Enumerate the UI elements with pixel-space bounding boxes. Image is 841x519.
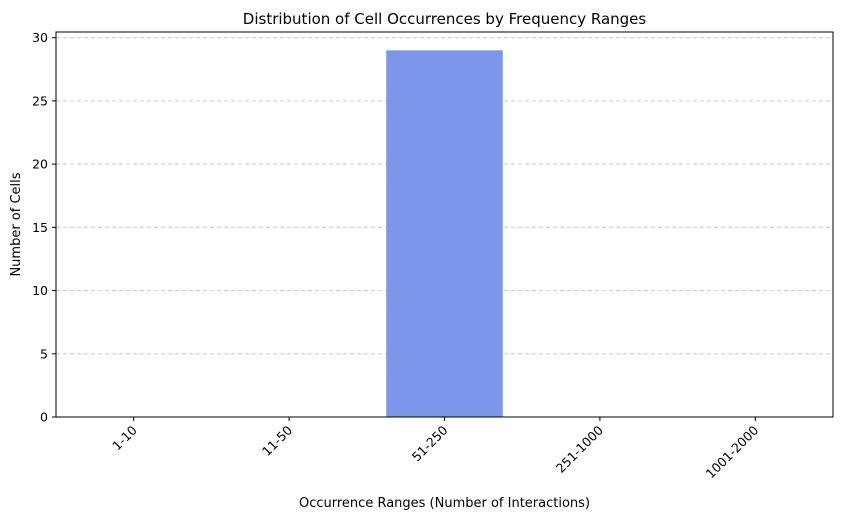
x-axis-label: Occurrence Ranges (Number of Interaction… xyxy=(299,496,590,511)
y-tick-label: 0 xyxy=(40,410,48,425)
y-axis-ticks: 0 5 10 15 20 25 30 xyxy=(32,30,56,425)
y-tick-label: 20 xyxy=(32,157,48,172)
y-tick-label: 10 xyxy=(32,283,48,298)
y-axis-label: Number of Cells xyxy=(9,172,24,276)
bar-51-250 xyxy=(386,50,503,417)
y-tick-label: 5 xyxy=(40,346,48,361)
chart-title: Distribution of Cell Occurrences by Freq… xyxy=(243,10,647,28)
y-tick-label: 25 xyxy=(32,93,48,108)
bars xyxy=(386,50,503,417)
y-tick-label: 15 xyxy=(32,220,48,235)
y-tick-label: 30 xyxy=(32,30,48,45)
